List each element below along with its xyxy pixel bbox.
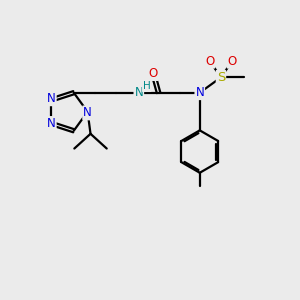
Text: N: N	[83, 106, 92, 119]
Text: N: N	[47, 117, 56, 130]
Text: S: S	[217, 71, 225, 84]
Text: O: O	[227, 55, 237, 68]
Text: O: O	[205, 55, 214, 68]
Text: N: N	[195, 86, 204, 99]
Text: N: N	[134, 86, 143, 99]
Text: H: H	[143, 81, 151, 91]
Text: O: O	[148, 67, 158, 80]
Text: N: N	[47, 92, 56, 105]
